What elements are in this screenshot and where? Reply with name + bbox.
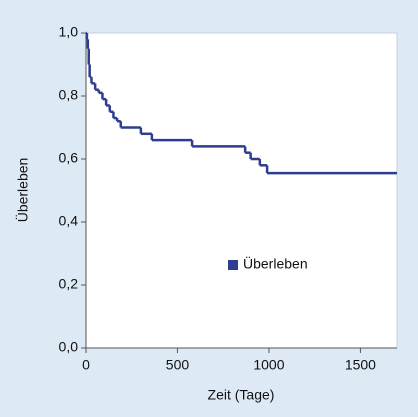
legend-label: Überleben [243, 255, 308, 272]
y-axis-label: Überleben [14, 158, 31, 223]
x-tick-label: 1000 [253, 357, 284, 373]
y-tick-label: 0,6 [59, 150, 79, 166]
y-tick-label: 1,0 [59, 24, 79, 40]
plot-area [85, 32, 398, 349]
x-tick-label: 1500 [345, 357, 376, 373]
y-tick-label: 0,4 [59, 213, 79, 229]
y-tick-label: 0,0 [59, 339, 79, 355]
x-tick-label: 500 [166, 357, 190, 373]
x-tick-label: 0 [82, 357, 90, 373]
x-axis-label: Zeit (Tage) [208, 387, 275, 403]
legend-swatch [228, 260, 238, 270]
y-tick-label: 0,2 [59, 276, 79, 292]
y-tick-label: 0,8 [59, 87, 79, 103]
